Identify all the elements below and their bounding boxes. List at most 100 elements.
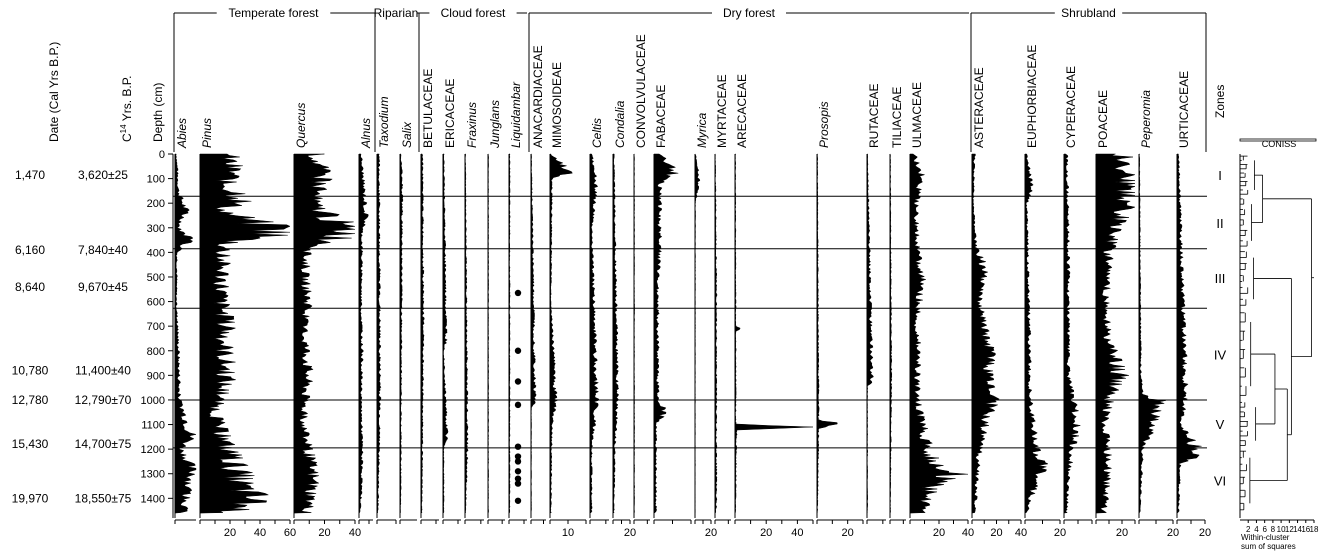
age-label: 10,780 xyxy=(12,363,49,377)
depth-axis-label: Depth (cm) xyxy=(151,83,165,142)
taxon-profile-myrtaceae xyxy=(714,153,718,514)
coniss-xlabel: sum of squares xyxy=(1241,542,1296,551)
taxon-label: POACEAE xyxy=(1096,90,1110,148)
taxon-tick-label: 20 xyxy=(318,527,330,539)
taxon-tick-label: 20 xyxy=(705,527,717,539)
taxon-label: ULMACEAE xyxy=(910,82,924,148)
taxon-tick-label: 60 xyxy=(284,527,296,539)
depth-tick-label: 300 xyxy=(147,223,165,235)
taxon-profile-condalia xyxy=(612,153,620,514)
age-label: 9,670±45 xyxy=(78,280,128,294)
taxon-profile-rutaceae xyxy=(866,153,874,514)
taxon-label: Taxodium xyxy=(377,96,391,148)
zone-label: VI xyxy=(1214,474,1226,489)
taxon-profile-urticaceae xyxy=(1176,153,1202,514)
taxon-profile-arecaceae xyxy=(734,153,814,514)
taxon-label: ASTERACEAE xyxy=(972,67,986,148)
depth-tick-label: 1400 xyxy=(141,493,165,505)
age-label: 19,970 xyxy=(12,491,49,505)
depth-tick-label: 1100 xyxy=(141,420,165,432)
taxon-label: Fraxinus xyxy=(465,102,479,148)
taxon-profile-asteraceae xyxy=(971,153,1000,514)
coniss-tick-label: 8 xyxy=(1271,525,1276,534)
taxon-profile-alnus xyxy=(358,153,369,514)
taxon-label: ANACARDIACEAE xyxy=(531,45,545,148)
taxon-label: MIMOSOIDEAE xyxy=(550,62,564,148)
taxon-label: ERICACEAE xyxy=(443,79,457,148)
taxon-label: Junglans xyxy=(488,100,502,149)
taxon-tick-label: 20 xyxy=(990,527,1002,539)
taxon-profile-liquidambar xyxy=(508,153,511,514)
taxon-label: CONVOLVULACEAE xyxy=(634,34,648,148)
coniss-tick-label: 12 xyxy=(1285,525,1294,534)
taxon-tick-label: 20 xyxy=(1167,527,1179,539)
taxon-profile-junglans xyxy=(487,153,489,514)
presence-dot xyxy=(514,347,522,354)
presence-dot xyxy=(514,497,522,504)
taxon-label: Myrica xyxy=(695,112,709,148)
group-label: Riparian xyxy=(374,6,419,20)
presence-dot xyxy=(514,458,522,465)
coniss-xlabel: Within-cluster xyxy=(1241,533,1290,542)
age-label: 3,620±25 xyxy=(78,168,128,182)
taxon-profile-quercus xyxy=(293,153,356,514)
group-label: Shrubland xyxy=(1061,6,1116,20)
depth-tick-label: 1200 xyxy=(141,444,165,456)
taxon-profile-prosopis xyxy=(816,153,838,514)
taxon-label: BETULACEAE xyxy=(421,69,435,148)
taxon-profile-mimosoideae xyxy=(549,153,573,514)
presence-dot xyxy=(514,378,522,385)
depth-tick-label: 200 xyxy=(147,198,165,210)
age-label: 18,550±75 xyxy=(75,491,132,505)
depth-tick-label: 600 xyxy=(147,297,165,309)
age-label: 14,700±75 xyxy=(75,437,132,451)
age-label: 11,400±40 xyxy=(75,363,131,377)
taxon-profile-poaceae xyxy=(1095,153,1136,514)
taxon-profile-celtis xyxy=(589,153,600,514)
age-label: 12,780 xyxy=(12,393,49,407)
taxon-label: MYRTACEAE xyxy=(715,74,729,148)
taxon-profile-convolvulaceae xyxy=(633,153,635,514)
zone-label: V xyxy=(1216,417,1225,432)
coniss-tick-label: 6 xyxy=(1262,525,1267,534)
taxon-label: URTICACEAE xyxy=(1177,71,1191,148)
age-label: 15,430 xyxy=(12,437,49,451)
depth-tick-label: 500 xyxy=(147,272,165,284)
presence-dot xyxy=(514,401,522,409)
age-label: 12,790±70 xyxy=(75,393,132,407)
age-column-label: C14 Yrs. B.P. xyxy=(119,76,134,143)
taxon-tick-label: 20 xyxy=(1116,527,1128,539)
group-label: Cloud forest xyxy=(441,6,506,20)
taxon-label: Quercus xyxy=(294,103,308,148)
taxon-tick-label: 20 xyxy=(624,527,636,539)
zone-label: IV xyxy=(1214,347,1227,362)
age-label: 6,160 xyxy=(15,243,45,257)
zone-label: III xyxy=(1215,271,1226,286)
depth-tick-label: 900 xyxy=(147,370,165,382)
taxon-profile-pinus xyxy=(199,153,291,514)
depth-tick-label: 400 xyxy=(147,247,165,259)
coniss-tick-label: 16 xyxy=(1301,525,1310,534)
taxon-tick-label: 40 xyxy=(791,527,803,539)
taxon-label: Liquidambar xyxy=(509,81,523,148)
taxon-label: Celtis xyxy=(590,118,604,148)
depth-tick-label: 1000 xyxy=(141,395,165,407)
taxon-label: Condalia xyxy=(613,100,627,148)
coniss-tick-label: 14 xyxy=(1293,525,1302,534)
zone-label: I xyxy=(1218,168,1222,183)
presence-dot xyxy=(514,443,522,450)
taxon-label: Alnus xyxy=(359,118,373,149)
taxon-tick-label: 20 xyxy=(760,527,772,539)
presence-dot xyxy=(514,475,522,482)
taxon-profile-ulmaceae xyxy=(909,153,969,514)
depth-tick-label: 700 xyxy=(147,321,165,333)
taxon-label: Prosopis xyxy=(817,101,831,148)
age-label: 1,470 xyxy=(15,168,45,182)
coniss-tick-label: 2 xyxy=(1246,525,1251,534)
group-label: Temperate forest xyxy=(228,6,319,20)
age-label: 8,640 xyxy=(15,280,45,294)
taxon-profile-euphorbiaceae xyxy=(1024,153,1049,514)
taxon-profile-ericaceae xyxy=(442,153,449,514)
